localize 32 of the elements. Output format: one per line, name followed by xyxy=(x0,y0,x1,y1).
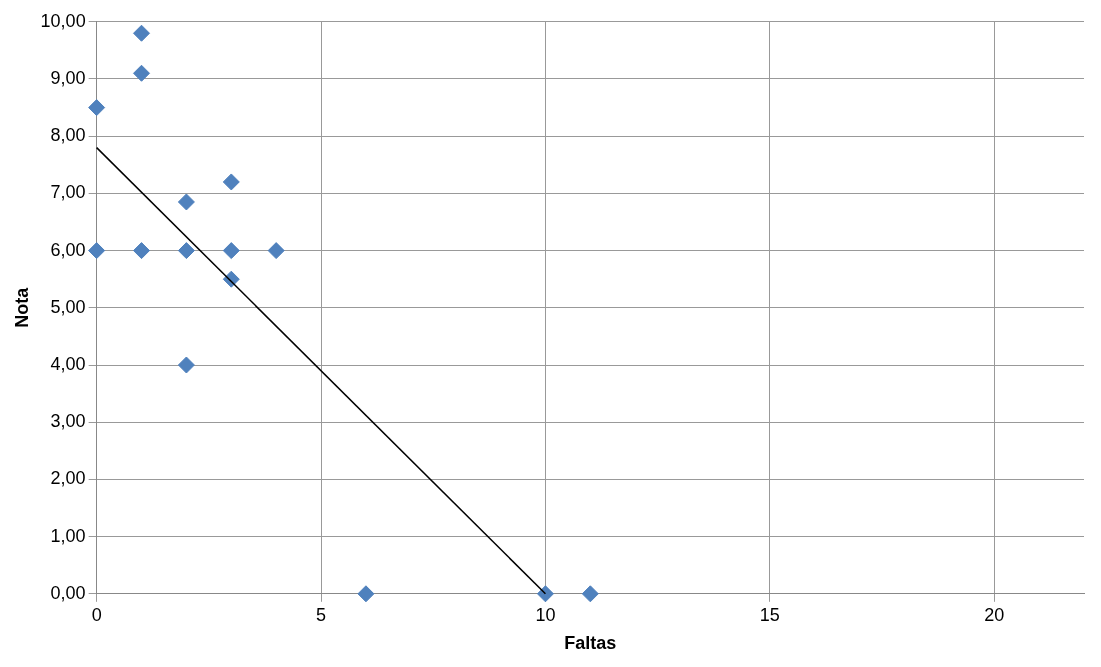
point xyxy=(222,173,240,191)
point xyxy=(133,64,151,82)
x-tick-label: 5 xyxy=(316,604,327,625)
y-tick-label: 4,00 xyxy=(50,353,86,374)
point xyxy=(133,24,151,42)
y-tick-label: 0,00 xyxy=(50,582,86,603)
point xyxy=(88,242,106,260)
y-axis-title: Nota xyxy=(11,286,32,328)
point xyxy=(267,242,285,260)
point xyxy=(222,242,240,260)
x-tick-label: 10 xyxy=(535,604,556,625)
y-tick-label: 9,00 xyxy=(50,67,86,88)
x-axis-title: Faltas xyxy=(564,633,617,654)
y-tick-label: 6,00 xyxy=(50,239,86,260)
y-tick-label: 5,00 xyxy=(50,296,86,317)
x-tick-label: 20 xyxy=(984,604,1005,625)
point xyxy=(536,585,554,603)
y-tick-label: 2,00 xyxy=(50,468,86,489)
y-tick-label: 10,00 xyxy=(40,10,86,31)
point xyxy=(177,193,195,211)
point xyxy=(133,242,151,260)
point xyxy=(177,242,195,260)
point xyxy=(357,585,375,603)
y-tick-label: 7,00 xyxy=(50,182,86,203)
y-tick-label: 1,00 xyxy=(50,525,86,546)
point xyxy=(581,585,599,603)
y-tick-label: 8,00 xyxy=(50,125,86,146)
x-tick-label: 0 xyxy=(91,604,102,625)
point xyxy=(177,356,195,374)
point xyxy=(88,99,106,117)
x-tick-label: 15 xyxy=(759,604,780,625)
y-tick-label: 3,00 xyxy=(50,411,86,432)
